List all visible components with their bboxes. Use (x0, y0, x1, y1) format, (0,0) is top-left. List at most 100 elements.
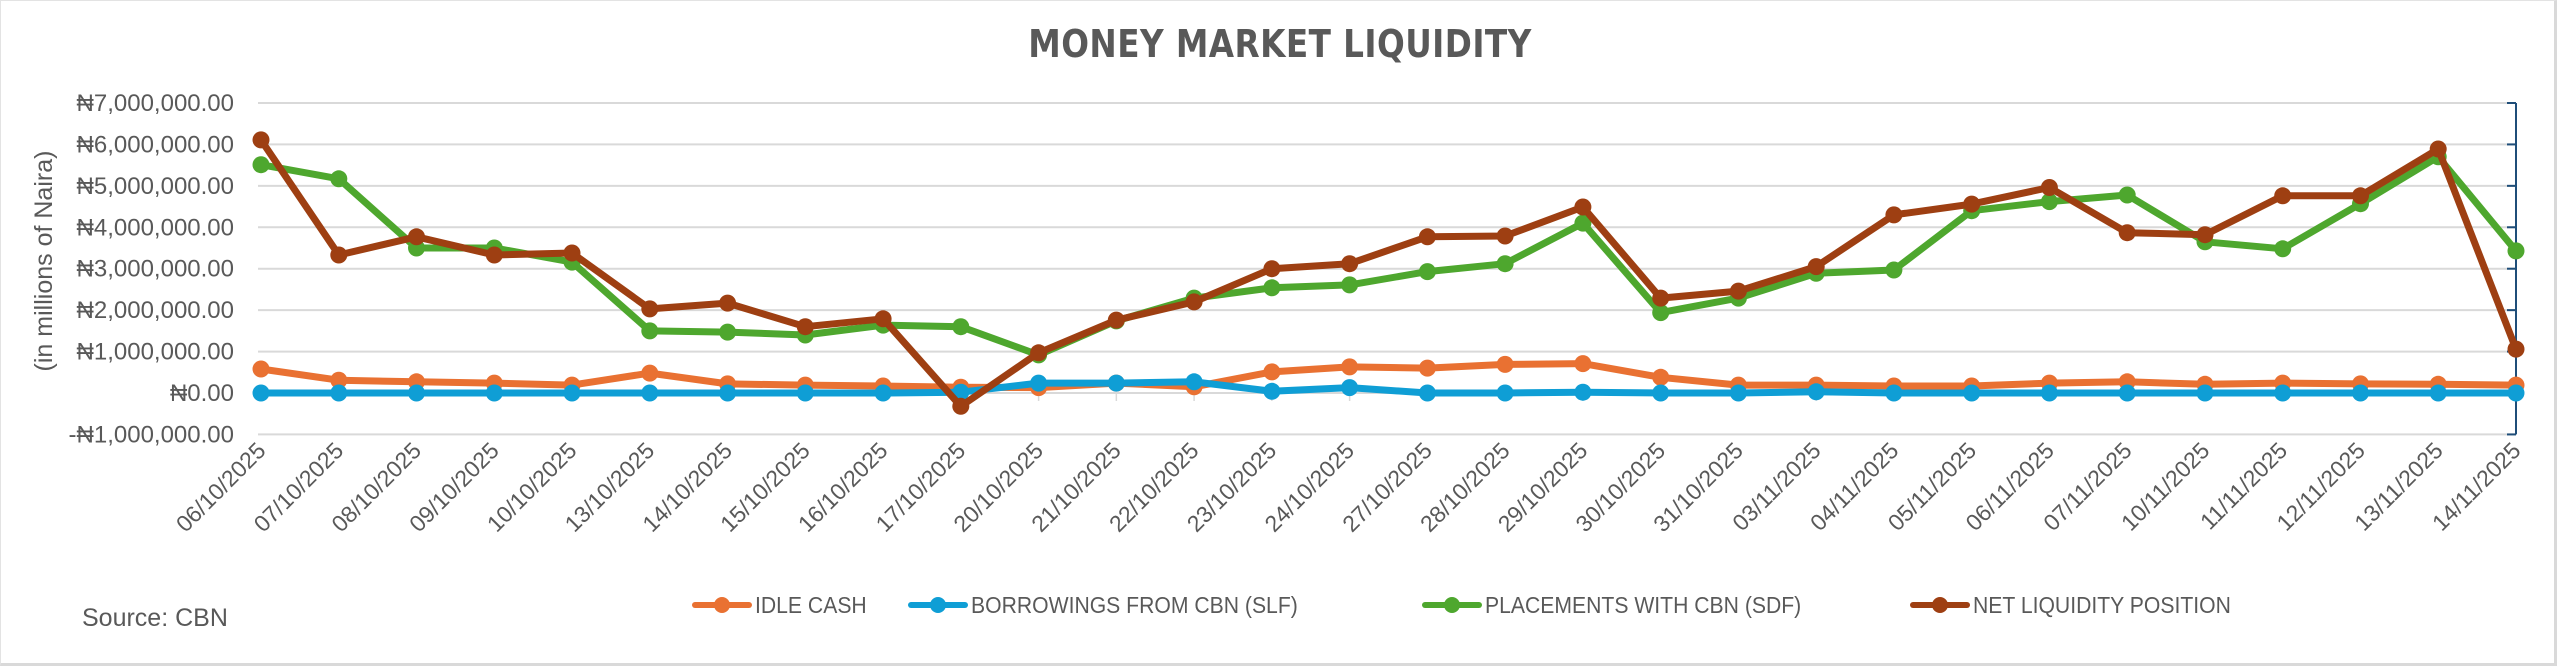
data-point[interactable] (1107, 311, 1125, 329)
data-point[interactable] (1030, 344, 1048, 362)
series-line (257, 153, 2520, 359)
data-point[interactable] (2429, 384, 2447, 402)
data-point[interactable] (1418, 263, 1436, 281)
data-point[interactable] (874, 310, 892, 328)
data-point[interactable] (1652, 304, 1670, 322)
data-point[interactable] (330, 384, 348, 402)
data-point[interactable] (2507, 340, 2525, 358)
source-note: Source: CBN (82, 604, 228, 632)
data-point[interactable] (2352, 187, 2369, 205)
data-point[interactable] (2274, 384, 2292, 402)
data-point[interactable] (330, 371, 348, 389)
data-point[interactable] (641, 300, 659, 318)
series-borrowings (252, 373, 2525, 402)
y-tick-label: ₦2,000,000.00 (77, 297, 234, 324)
data-point[interactable] (719, 323, 737, 341)
data-point[interactable] (1496, 384, 1514, 402)
data-point[interactable] (408, 228, 425, 246)
data-point[interactable] (1185, 373, 1203, 391)
data-point[interactable] (1263, 382, 1281, 400)
data-point[interactable] (2352, 384, 2369, 402)
data-point[interactable] (641, 322, 659, 340)
data-point[interactable] (719, 384, 737, 402)
data-point[interactable] (252, 131, 270, 149)
data-point[interactable] (1574, 214, 1592, 232)
data-point[interactable] (1574, 383, 1592, 401)
data-point[interactable] (1418, 228, 1436, 246)
data-point[interactable] (1963, 384, 1981, 402)
data-point[interactable] (252, 384, 270, 402)
data-point[interactable] (796, 318, 814, 336)
data-point[interactable] (2507, 242, 2525, 260)
data-point[interactable] (952, 397, 970, 415)
data-point[interactable] (1418, 384, 1436, 402)
data-point[interactable] (1185, 293, 1203, 311)
legend-item-idle-cash[interactable]: IDLE CASH (692, 588, 876, 622)
data-point[interactable] (2274, 187, 2292, 205)
data-point[interactable] (2196, 226, 2214, 244)
data-point[interactable] (252, 156, 270, 174)
data-point[interactable] (1263, 279, 1281, 297)
data-point[interactable] (2429, 140, 2447, 158)
data-point[interactable] (1885, 261, 1903, 279)
legend-item-placements[interactable]: PLACEMENTS WITH CBN (SDF) (1422, 588, 1829, 622)
series-placements (252, 148, 2525, 364)
data-point[interactable] (2274, 240, 2292, 258)
data-point[interactable] (1341, 379, 1359, 397)
data-point[interactable] (1729, 384, 1747, 402)
data-point[interactable] (1496, 227, 1514, 245)
data-point[interactable] (641, 384, 659, 402)
data-point[interactable] (330, 170, 348, 188)
data-point[interactable] (1574, 198, 1592, 216)
series-line (257, 136, 2520, 410)
gridlines (258, 101, 2517, 436)
data-point[interactable] (1107, 374, 1125, 392)
data-point[interactable] (1574, 355, 1592, 373)
legend-label: NET LIQUIDITY POSITION (1973, 591, 2231, 618)
data-point[interactable] (252, 360, 270, 378)
data-point[interactable] (485, 384, 503, 402)
data-point[interactable] (563, 384, 581, 402)
data-point[interactable] (1496, 355, 1514, 373)
data-point[interactable] (1496, 255, 1514, 273)
data-point[interactable] (1963, 195, 1981, 213)
data-point[interactable] (1807, 383, 1825, 401)
data-point[interactable] (1341, 358, 1359, 376)
data-point[interactable] (2507, 384, 2525, 402)
data-point[interactable] (1030, 374, 1048, 392)
data-point[interactable] (408, 384, 425, 402)
data-point[interactable] (1341, 276, 1359, 294)
legend-item-net-liquidity[interactable]: NET LIQUIDITY POSITION (1910, 588, 2253, 622)
x-axis-labels: 06/10/202507/10/202508/10/202509/10/2025… (171, 437, 2526, 537)
data-point[interactable] (2040, 193, 2058, 211)
series-net (252, 131, 2525, 415)
data-point[interactable] (1263, 363, 1281, 381)
data-point[interactable] (2196, 384, 2214, 402)
data-point[interactable] (330, 246, 348, 264)
data-point[interactable] (1729, 282, 1747, 300)
data-point[interactable] (719, 294, 737, 312)
legend-item-borrowings[interactable]: BORROWINGS FROM CBN (SLF) (908, 588, 1326, 622)
data-point[interactable] (2118, 186, 2136, 204)
data-point[interactable] (1652, 384, 1670, 402)
data-point[interactable] (2118, 224, 2136, 242)
data-point[interactable] (1807, 258, 1825, 276)
data-point[interactable] (1652, 289, 1670, 307)
data-point[interactable] (485, 246, 503, 264)
data-point[interactable] (1341, 255, 1359, 273)
data-point[interactable] (2040, 179, 2058, 196)
data-point[interactable] (2118, 384, 2136, 402)
data-point[interactable] (2040, 384, 2058, 402)
data-point[interactable] (563, 244, 581, 262)
data-point[interactable] (874, 384, 892, 402)
data-point[interactable] (1885, 206, 1903, 224)
data-point[interactable] (1652, 368, 1670, 386)
data-point[interactable] (1263, 260, 1281, 278)
data-point[interactable] (1885, 384, 1903, 402)
data-point[interactable] (641, 364, 659, 382)
data-point[interactable] (796, 384, 814, 402)
data-point[interactable] (952, 318, 970, 336)
data-point[interactable] (1418, 359, 1436, 377)
